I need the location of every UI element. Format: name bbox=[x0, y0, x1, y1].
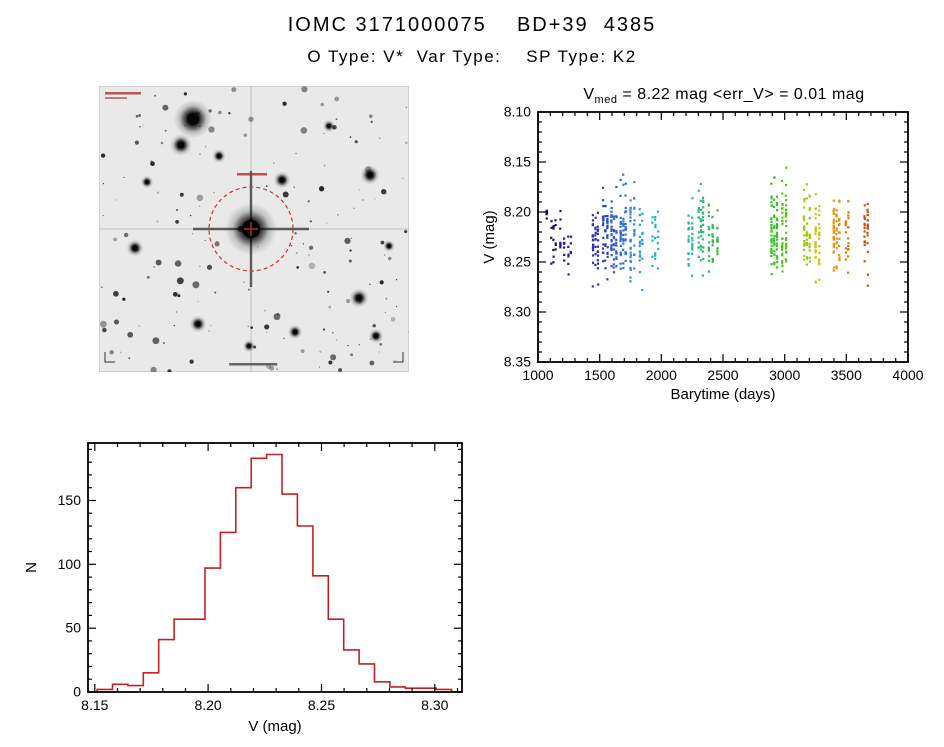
svg-text:8.15: 8.15 bbox=[504, 154, 531, 170]
plot-frame bbox=[87, 442, 463, 693]
x-axis-label: Barytime (days) bbox=[670, 386, 775, 403]
x-axis-label: V (mag) bbox=[248, 718, 301, 735]
page-subtitle: O Type: V* Var Type: SP Type: K2 bbox=[307, 47, 637, 66]
svg-text:100: 100 bbox=[58, 556, 82, 572]
axis-ticks bbox=[88, 443, 462, 693]
svg-text:8.10: 8.10 bbox=[504, 104, 531, 120]
axis-ticks bbox=[537, 111, 909, 363]
lightcurve-plot: 1000 1500 2000 2500 3000 3500 4000 8.10 8.15 8.20… bbox=[481, 104, 924, 404]
bright-stars bbox=[126, 99, 395, 352]
svg-text:3000: 3000 bbox=[769, 367, 800, 383]
svg-text:150: 150 bbox=[58, 492, 82, 508]
svg-text:3500: 3500 bbox=[831, 367, 862, 383]
histogram-plot: 8.15 8.20 8.25 8.30 0 50 100 150 V (mag) N bbox=[23, 442, 463, 735]
svg-text:0: 0 bbox=[73, 684, 81, 700]
lc-title-sub: med bbox=[594, 94, 618, 107]
svg-text:2500: 2500 bbox=[707, 367, 738, 383]
svg-text:8.20: 8.20 bbox=[504, 204, 531, 220]
svg-text:1500: 1500 bbox=[584, 367, 615, 383]
lightcurve-points bbox=[545, 166, 869, 292]
y-axis-label: N bbox=[23, 562, 40, 573]
lightcurve-title: Vmed = 8.22 mag <err_V> = 0.01 mag bbox=[508, 86, 940, 106]
annotation-marks bbox=[104, 92, 404, 366]
svg-text:8.30: 8.30 bbox=[421, 697, 448, 713]
lc-title-rest: = 8.22 mag <err_V> = 0.01 mag bbox=[617, 86, 865, 103]
svg-text:8.20: 8.20 bbox=[194, 697, 221, 713]
target-circle bbox=[208, 186, 294, 272]
svg-text:2000: 2000 bbox=[646, 367, 677, 383]
svg-text:8.30: 8.30 bbox=[504, 304, 531, 320]
starfield-image bbox=[99, 86, 409, 372]
tick-labels: 1000 1500 2000 2500 3000 3500 4000 8.10 8.15 8.20… bbox=[504, 104, 924, 384]
svg-text:1000: 1000 bbox=[522, 367, 553, 383]
histogram-outline bbox=[96, 453, 453, 692]
target-crosshair bbox=[244, 222, 258, 236]
svg-text:8.35: 8.35 bbox=[504, 354, 531, 370]
svg-text:8.15: 8.15 bbox=[81, 697, 108, 713]
tick-labels: 8.15 8.20 8.25 8.30 0 50 100 150 bbox=[58, 492, 449, 713]
field-stars bbox=[100, 86, 409, 372]
svg-text:8.25: 8.25 bbox=[504, 254, 531, 270]
svg-text:50: 50 bbox=[65, 620, 81, 636]
svg-text:8.25: 8.25 bbox=[308, 697, 335, 713]
svg-text:4000: 4000 bbox=[892, 367, 923, 383]
page-title: IOMC 3171000075 BD+39 4385 bbox=[287, 14, 657, 36]
lc-title-v: V bbox=[583, 86, 595, 103]
y-axis-label: V (mag) bbox=[481, 210, 498, 263]
